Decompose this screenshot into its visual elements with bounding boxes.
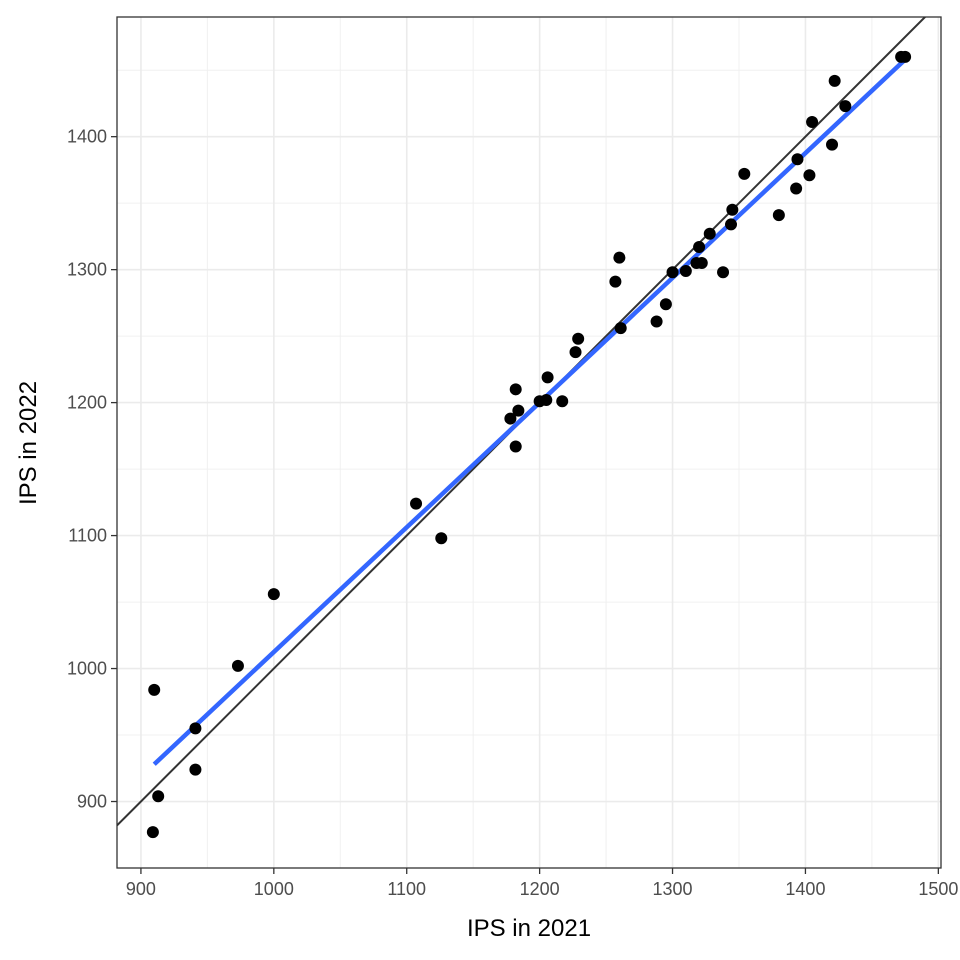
data-point [726, 203, 739, 216]
data-point [828, 74, 841, 87]
data-point [839, 100, 852, 113]
data-point [512, 404, 525, 417]
data-point [609, 275, 622, 288]
data-point [189, 763, 202, 776]
data-points [146, 50, 912, 839]
data-point [613, 251, 626, 264]
data-point [826, 138, 839, 151]
data-point [509, 440, 522, 453]
panel-border [116, 16, 942, 869]
data-point [614, 322, 627, 335]
data-point [679, 264, 692, 277]
y-axis-ticks: 900 1000 1100 1200 1300 1400 [67, 127, 117, 812]
data-point [504, 412, 517, 425]
y-tick-label: 900 [77, 792, 107, 812]
data-point [231, 659, 244, 672]
x-tick-label: 1500 [918, 879, 958, 899]
x-tick-label: 1100 [387, 879, 426, 899]
data-point [650, 315, 663, 328]
data-point [725, 218, 738, 231]
data-point [509, 383, 522, 396]
data-point [572, 332, 585, 345]
data-point [772, 209, 785, 222]
data-point [695, 256, 708, 269]
minor-gridlines [117, 17, 941, 868]
data-point [540, 393, 553, 406]
data-point [410, 497, 423, 510]
data-point [666, 266, 679, 279]
x-tick-label: 1000 [254, 879, 294, 899]
data-point [803, 169, 816, 182]
data-point [435, 532, 448, 545]
x-tick-label: 1200 [520, 879, 560, 899]
panel-background [117, 17, 941, 868]
data-point [693, 241, 706, 254]
y-tick-label: 1100 [68, 526, 107, 546]
y-tick-label: 1400 [67, 127, 107, 147]
data-point [267, 588, 280, 601]
x-axis-ticks: 900 1000 1100 1200 1300 1400 1500 [126, 868, 958, 899]
data-point [790, 182, 803, 195]
data-point [806, 116, 819, 129]
x-tick-label: 900 [126, 879, 156, 899]
data-point [791, 153, 804, 166]
data-point [541, 371, 554, 384]
data-point [189, 722, 202, 735]
data-point [146, 826, 159, 839]
data-point [738, 167, 751, 180]
data-point [148, 683, 161, 696]
data-point [899, 50, 912, 63]
data-point [703, 227, 716, 240]
x-tick-label: 1400 [785, 879, 825, 899]
fit-line [152, 57, 907, 766]
y-tick-label: 1000 [67, 659, 107, 679]
data-point [659, 298, 672, 311]
data-point [717, 266, 730, 279]
y-tick-label: 1200 [67, 393, 107, 413]
data-point [556, 395, 569, 408]
data-point [152, 790, 165, 803]
regression-fit-line [152, 57, 907, 766]
y-axis-title: IPS in 2022 [15, 381, 42, 505]
x-tick-label: 1300 [653, 879, 693, 899]
y-tick-label: 1300 [67, 260, 107, 280]
x-axis-title: IPS in 2021 [467, 915, 591, 942]
data-point [569, 346, 582, 359]
